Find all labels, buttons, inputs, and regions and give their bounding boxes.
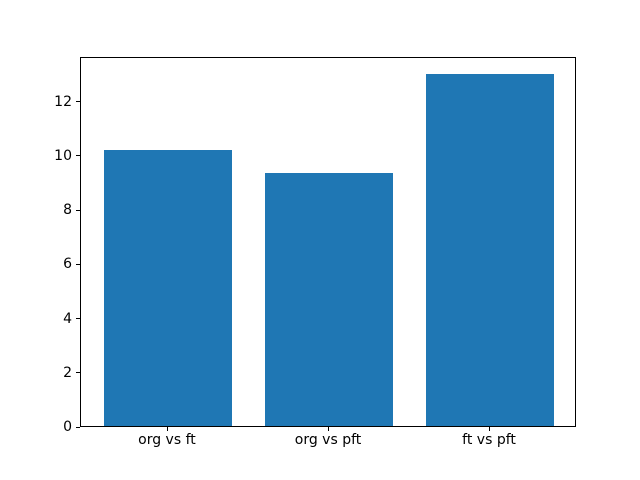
y-tick-mark — [76, 209, 80, 211]
bar-ft-vs-pft — [425, 73, 555, 426]
y-tick-label: 8 — [63, 202, 72, 219]
y-tick-mark — [76, 101, 80, 103]
y-tick-mark — [76, 372, 80, 374]
x-tick-mark — [328, 427, 329, 431]
x-tick-mark — [489, 427, 491, 431]
bar-org-vs-pft — [264, 172, 394, 426]
y-tick-mark — [76, 426, 80, 428]
x-tick-label: org vs ft — [138, 432, 196, 448]
y-tick-label: 6 — [63, 256, 72, 273]
y-tick-label: 0 — [63, 419, 72, 435]
x-tick-label: ft vs pft — [462, 432, 516, 448]
y-tick-label: 2 — [63, 364, 72, 381]
bar-org-vs-ft — [103, 149, 233, 426]
x-tick-mark — [166, 427, 168, 431]
x-tick-label: org vs pft — [294, 432, 362, 448]
y-tick-label: 4 — [63, 310, 72, 327]
y-tick-mark — [76, 318, 80, 320]
y-tick-label: 10 — [54, 147, 72, 164]
y-tick-mark — [76, 155, 80, 157]
y-tick-label: 12 — [54, 93, 72, 110]
y-tick-mark — [76, 263, 80, 265]
plot-area — [80, 57, 576, 427]
